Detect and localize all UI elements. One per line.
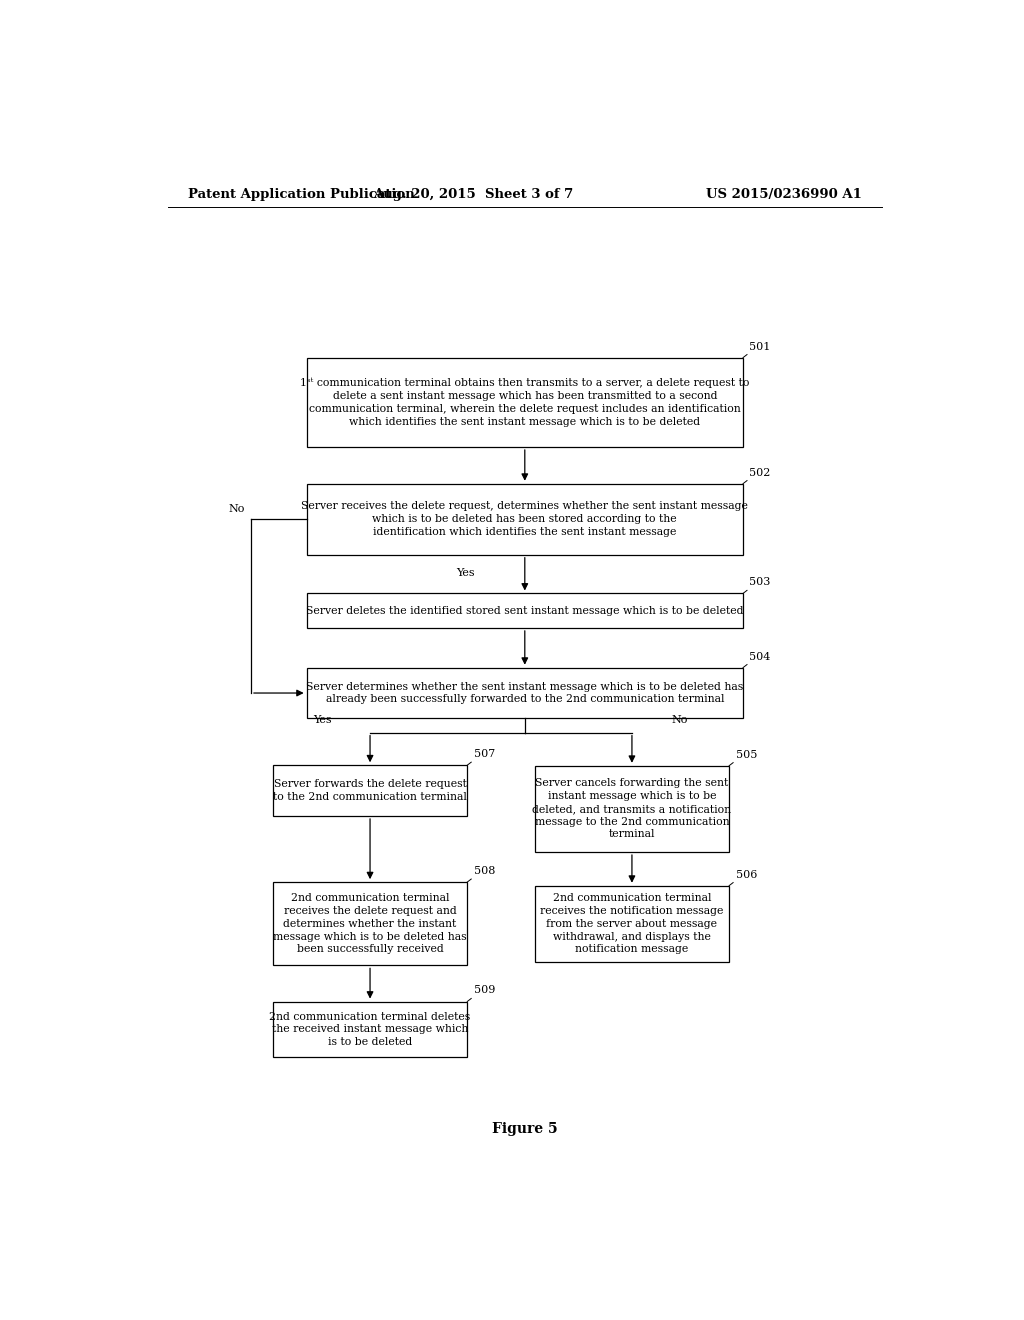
Bar (306, 594, 743, 628)
Text: 1ˢᵗ communication terminal obtains then transmits to a server, a delete request : 1ˢᵗ communication terminal obtains then … (300, 378, 750, 426)
Text: Server forwards the delete request
to the 2nd communication terminal: Server forwards the delete request to th… (273, 779, 467, 803)
Text: 502: 502 (750, 467, 771, 478)
Bar (306, 358, 743, 447)
Text: 509: 509 (474, 986, 495, 995)
Text: 503: 503 (750, 577, 771, 587)
Text: 2nd communication terminal
receives the delete request and
determines whether th: 2nd communication terminal receives the … (273, 894, 467, 954)
Text: US 2015/0236990 A1: US 2015/0236990 A1 (707, 189, 862, 202)
Text: 507: 507 (474, 748, 495, 759)
Text: Yes: Yes (313, 714, 332, 725)
Bar (272, 882, 467, 965)
Bar (535, 886, 729, 962)
Text: 2nd communication terminal deletes
the received instant message which
is to be d: 2nd communication terminal deletes the r… (269, 1011, 471, 1047)
Bar (306, 483, 743, 554)
Text: 504: 504 (750, 652, 771, 661)
Text: 505: 505 (735, 750, 757, 759)
Text: Figure 5: Figure 5 (492, 1122, 558, 1137)
Text: 506: 506 (735, 870, 757, 879)
Text: No: No (672, 714, 688, 725)
Text: 2nd communication terminal
receives the notification message
from the server abo: 2nd communication terminal receives the … (541, 894, 724, 954)
Text: Server receives the delete request, determines whether the sent instant message
: Server receives the delete request, dete… (301, 502, 749, 537)
Text: Server cancels forwarding the sent
instant message which is to be
deleted, and t: Server cancels forwarding the sent insta… (532, 779, 731, 840)
Text: Aug. 20, 2015  Sheet 3 of 7: Aug. 20, 2015 Sheet 3 of 7 (373, 189, 573, 202)
Text: No: No (228, 504, 245, 515)
Bar (272, 1002, 467, 1057)
Bar (272, 766, 467, 816)
Text: Server deletes the identified stored sent instant message which is to be deleted: Server deletes the identified stored sen… (306, 606, 743, 615)
Bar (535, 766, 729, 853)
Text: 501: 501 (750, 342, 771, 351)
Text: Yes: Yes (456, 568, 474, 578)
Bar (306, 668, 743, 718)
Text: Patent Application Publication: Patent Application Publication (187, 189, 415, 202)
Text: Server determines whether the sent instant message which is to be deleted has
al: Server determines whether the sent insta… (306, 681, 743, 705)
Text: 508: 508 (474, 866, 495, 876)
